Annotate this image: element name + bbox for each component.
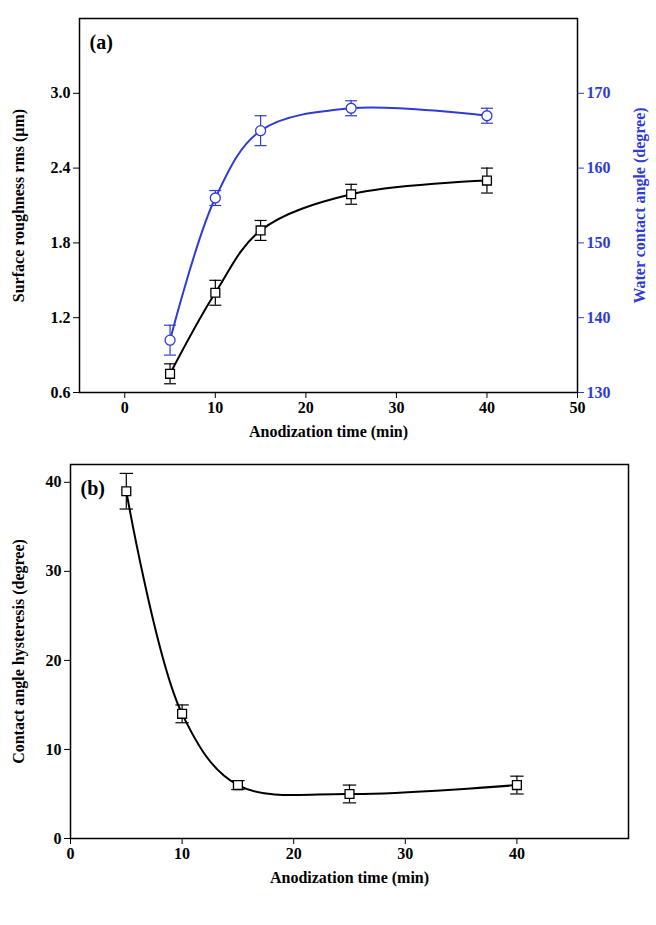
svg-text:30: 30 [397, 845, 413, 862]
svg-text:0: 0 [54, 830, 62, 847]
svg-text:Surface roughness rms (µm): Surface roughness rms (µm) [10, 109, 28, 302]
svg-text:170: 170 [587, 84, 611, 101]
svg-text:20: 20 [298, 399, 314, 416]
svg-text:160: 160 [587, 159, 611, 176]
svg-text:1.8: 1.8 [51, 234, 71, 251]
svg-text:20: 20 [46, 652, 62, 669]
svg-text:Anodization time (min): Anodization time (min) [270, 869, 429, 887]
svg-text:10: 10 [46, 741, 62, 758]
svg-text:(b): (b) [81, 477, 105, 500]
svg-text:2.4: 2.4 [51, 159, 71, 176]
svg-text:1.2: 1.2 [51, 309, 71, 326]
svg-text:3.0: 3.0 [51, 84, 71, 101]
svg-text:0: 0 [121, 399, 129, 416]
svg-text:0: 0 [67, 845, 75, 862]
svg-text:(a): (a) [90, 31, 113, 54]
svg-text:130: 130 [587, 384, 611, 401]
svg-text:150: 150 [587, 234, 611, 251]
svg-text:140: 140 [587, 309, 611, 326]
svg-text:10: 10 [174, 845, 190, 862]
svg-text:0.6: 0.6 [51, 384, 71, 401]
svg-text:Water contact angle (degree): Water contact angle (degree) [631, 107, 649, 303]
svg-text:40: 40 [479, 399, 495, 416]
svg-text:50: 50 [570, 399, 586, 416]
svg-text:40: 40 [46, 473, 62, 490]
svg-text:40: 40 [509, 845, 525, 862]
svg-text:30: 30 [388, 399, 404, 416]
svg-text:Anodization time (min): Anodization time (min) [249, 423, 408, 441]
svg-text:30: 30 [46, 562, 62, 579]
svg-text:10: 10 [207, 399, 223, 416]
svg-text:20: 20 [286, 845, 302, 862]
svg-text:Contact angle hysteresis (degr: Contact angle hysteresis (degree) [10, 539, 28, 764]
